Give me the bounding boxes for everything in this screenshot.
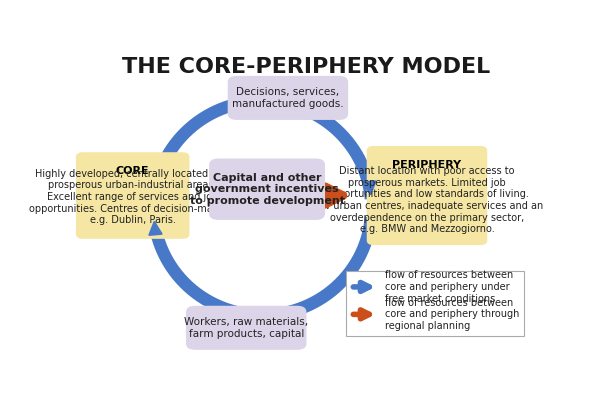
Text: Workers, raw materials,
farm products, capital: Workers, raw materials, farm products, c… [184,317,309,339]
FancyBboxPatch shape [228,76,348,120]
FancyBboxPatch shape [209,159,325,220]
Text: Capital and other
government incentives
to promote development: Capital and other government incentives … [190,173,344,206]
Text: flow of resources between
core and periphery through
regional planning: flow of resources between core and perip… [385,298,520,331]
FancyBboxPatch shape [367,146,487,245]
Text: Highly developed, centrally located and
prosperous urban-industrial areas.
Excel: Highly developed, centrally located and … [29,169,236,225]
FancyBboxPatch shape [76,152,190,239]
Text: THE CORE-PERIPHERY MODEL: THE CORE-PERIPHERY MODEL [123,57,490,77]
Text: PERIPHERY: PERIPHERY [392,160,462,170]
FancyBboxPatch shape [346,271,524,336]
Text: CORE: CORE [116,166,150,176]
FancyBboxPatch shape [186,306,307,350]
Text: flow of resources between
core and periphery under
free market conditions: flow of resources between core and perip… [385,270,514,303]
Text: Decisions, services,
manufactured goods.: Decisions, services, manufactured goods. [232,87,344,109]
Text: Distant location with poor access to
prosperous markets. Limited job
opportuniti: Distant location with poor access to pro… [311,166,543,234]
